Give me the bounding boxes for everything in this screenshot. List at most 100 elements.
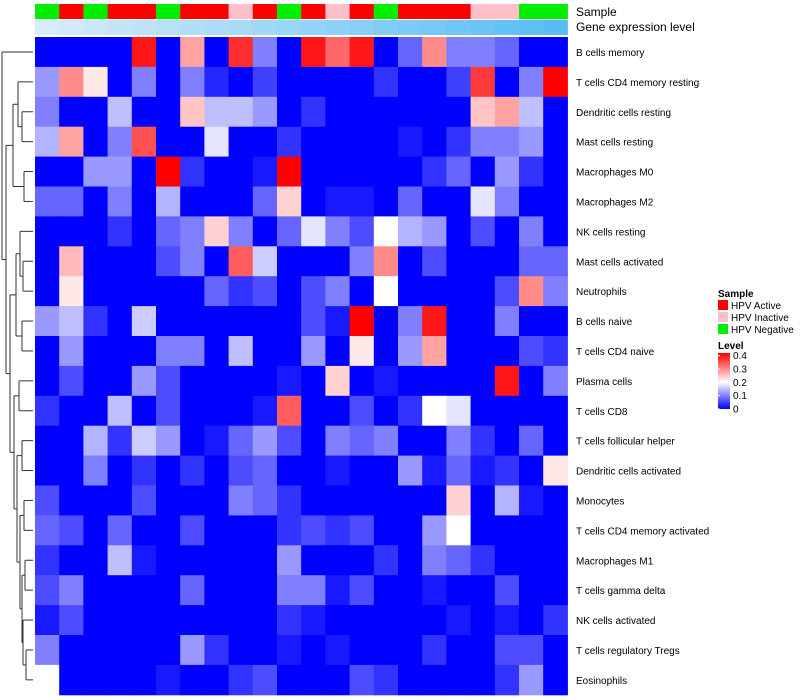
heatmap-cell xyxy=(543,545,568,576)
heatmap-cell xyxy=(373,186,399,217)
heatmap-cell xyxy=(59,455,84,486)
heatmap-cell xyxy=(494,545,520,576)
heatmap-cell xyxy=(325,216,351,247)
heatmap-cell xyxy=(301,66,326,98)
heatmap-cell xyxy=(277,664,302,696)
heatmap-cell xyxy=(494,306,520,337)
heatmap-cell xyxy=(83,395,109,427)
heatmap-cell xyxy=(107,126,133,158)
heatmap-cell xyxy=(180,37,205,68)
heatmap-cell xyxy=(131,515,157,546)
heatmap-cell xyxy=(519,66,544,98)
heatmap-cell xyxy=(277,246,302,277)
heatmap-cell xyxy=(519,156,544,187)
heatmap-cell xyxy=(349,126,375,158)
heatmap-cell xyxy=(519,306,544,337)
heatmap-cell xyxy=(252,216,278,247)
heatmap-cell xyxy=(422,575,447,606)
expression-annotation-cell xyxy=(349,20,375,35)
heatmap-cell xyxy=(180,156,205,187)
heatmap-cell xyxy=(277,455,302,486)
heatmap-cell xyxy=(446,156,472,187)
heatmap-cell xyxy=(325,37,351,68)
expression-annotation-cell xyxy=(204,20,230,35)
row-label: Eosinophils xyxy=(576,676,627,687)
heatmap-cell xyxy=(373,664,399,696)
heatmap-cell xyxy=(519,186,544,217)
expression-annotation-cell xyxy=(228,20,254,35)
expression-annotation-cell xyxy=(156,20,181,35)
heatmap-cell xyxy=(107,485,133,516)
sample-annotation-cell xyxy=(277,4,302,19)
heatmap-cell xyxy=(107,276,133,307)
heatmap-cell xyxy=(422,306,447,337)
heatmap-cell xyxy=(83,126,109,158)
heatmap-cell xyxy=(35,246,60,277)
legend-swatch xyxy=(718,300,728,310)
heatmap-cell xyxy=(470,485,496,516)
heatmap-cell xyxy=(470,425,496,457)
heatmap-cell xyxy=(204,126,230,158)
heatmap-cell xyxy=(59,515,84,546)
heatmap-cell xyxy=(349,395,375,427)
heatmap-cell xyxy=(325,485,351,516)
heatmap-cell xyxy=(204,276,230,307)
sample-annotation-cell xyxy=(543,4,568,19)
heatmap-cell xyxy=(204,395,230,427)
heatmap-cell xyxy=(131,216,157,247)
heatmap-cell xyxy=(543,336,568,367)
row-label: B cells memory xyxy=(576,48,644,59)
heatmap-cell xyxy=(470,276,496,307)
heatmap-cell xyxy=(422,126,447,158)
sample-annotation-cell xyxy=(325,4,351,19)
heatmap-cell xyxy=(446,66,472,98)
heatmap-cell xyxy=(277,156,302,187)
heatmap-cell xyxy=(470,545,496,576)
heatmap-cell xyxy=(543,365,568,397)
row-label: Macrophages M0 xyxy=(576,168,654,179)
heatmap-cell xyxy=(131,186,157,217)
heatmap-cell xyxy=(470,455,496,486)
heatmap-cell xyxy=(228,545,254,576)
heatmap-cell xyxy=(494,216,520,247)
heatmap-cell xyxy=(107,186,133,217)
heatmap-cell xyxy=(325,425,351,457)
heatmap-cell xyxy=(494,455,520,486)
heatmap-cell xyxy=(373,575,399,606)
heatmap-cell xyxy=(422,664,447,696)
expression-annotation-cell xyxy=(252,20,278,35)
row-label: T cells follicular helper xyxy=(576,437,675,448)
sample-annotation-cell xyxy=(131,4,157,19)
sample-annotation-cell xyxy=(446,4,472,19)
row-label: Neutrophils xyxy=(576,287,627,298)
heatmap-cell xyxy=(494,276,520,307)
heatmap-cell xyxy=(277,575,302,606)
heatmap-cell xyxy=(204,664,230,696)
row-dendrogram xyxy=(1,51,33,681)
row-label: NK cells activated xyxy=(576,616,655,627)
heatmap-cell xyxy=(422,395,447,427)
heatmap-cell xyxy=(277,37,302,68)
heatmap-cell xyxy=(398,156,423,187)
heatmap-cell xyxy=(398,186,423,217)
heatmap-cell xyxy=(277,515,302,546)
heatmap-cell xyxy=(228,395,254,427)
heatmap-cell xyxy=(252,306,278,337)
heatmap-cell xyxy=(277,425,302,457)
heatmap-cell xyxy=(156,425,181,457)
heatmap-cell xyxy=(180,66,205,98)
heatmap-cell xyxy=(228,276,254,307)
heatmap-cell xyxy=(325,126,351,158)
track-label-sample: Sample xyxy=(576,5,617,19)
heatmap-cell xyxy=(494,126,520,158)
heatmap-cell xyxy=(398,216,423,247)
heatmap-cell xyxy=(252,37,278,68)
heatmap-cell xyxy=(107,66,133,98)
heatmap-cell xyxy=(543,575,568,606)
heatmap-cell xyxy=(349,605,375,636)
heatmap-cell xyxy=(228,246,254,277)
row-label: Mast cells activated xyxy=(576,257,663,268)
heatmap-cell xyxy=(180,395,205,427)
heatmap-cell xyxy=(422,37,447,68)
heatmap-cell xyxy=(228,635,254,666)
